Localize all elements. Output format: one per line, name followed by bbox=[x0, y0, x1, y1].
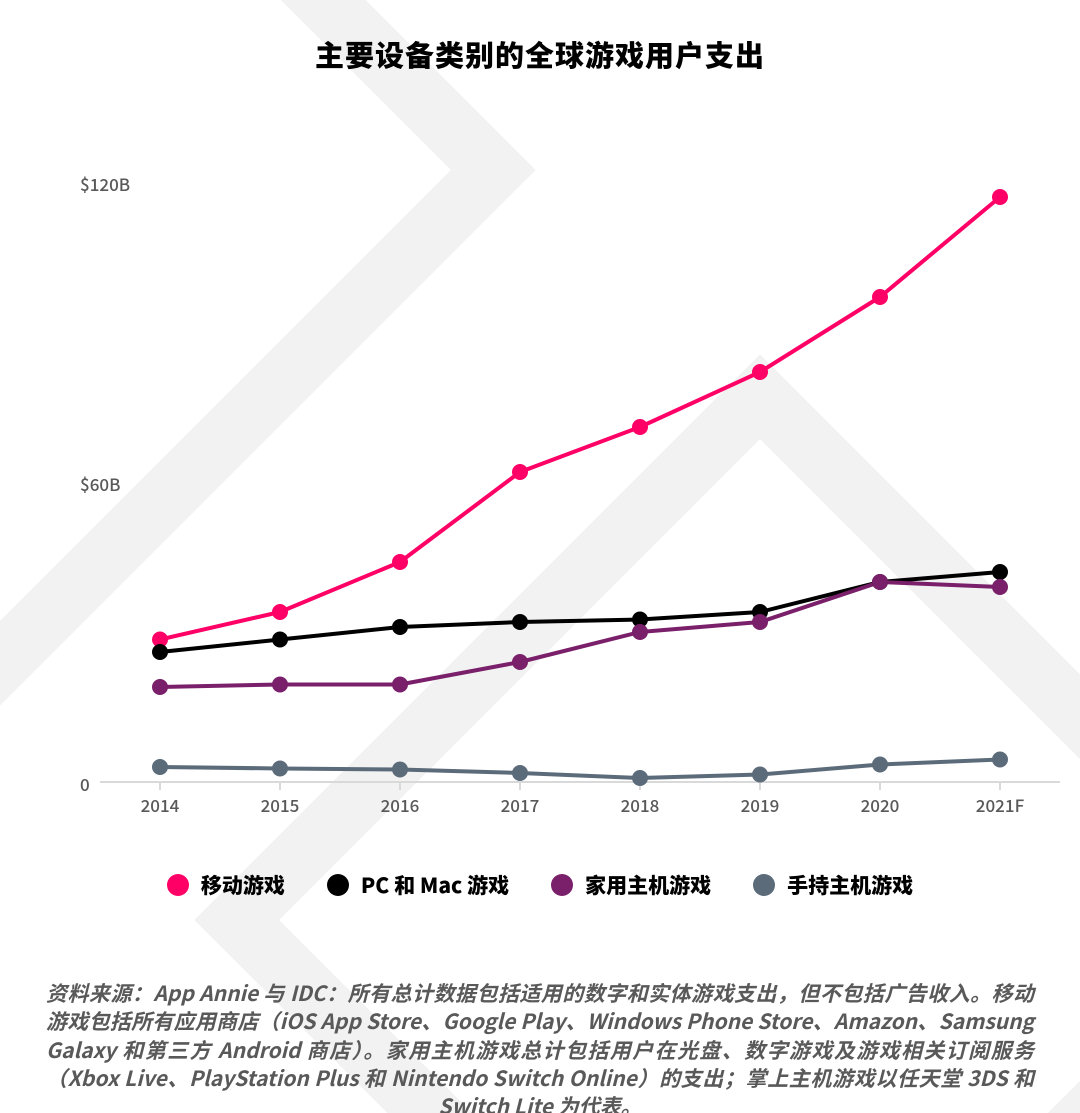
x-tick-label: 2021F bbox=[976, 792, 1024, 817]
x-tick-label: 2017 bbox=[501, 792, 540, 817]
series-marker-pc bbox=[392, 619, 408, 635]
legend-dot-icon bbox=[327, 874, 349, 896]
series-marker-handheld bbox=[152, 759, 168, 775]
series-marker-console bbox=[272, 677, 288, 693]
chart-area: 0$60B$120B201420152016201720182019202020… bbox=[100, 132, 1060, 822]
chart-title: 主要设备类别的全球游戏用户支出 bbox=[0, 33, 1080, 75]
y-tick-label: $60B bbox=[80, 471, 120, 496]
legend-dot-icon bbox=[753, 874, 775, 896]
x-tick-label: 2016 bbox=[381, 792, 420, 817]
series-marker-handheld bbox=[992, 752, 1008, 768]
series-marker-handheld bbox=[272, 761, 288, 777]
series-marker-mobile bbox=[392, 554, 408, 570]
x-tick-label: 2014 bbox=[141, 792, 180, 817]
page: 主要设备类别的全球游戏用户支出 0 $60B $120B 2014 2015 2016 20… bbox=[0, 0, 1080, 1113]
y-tick-label: $120B bbox=[80, 171, 130, 196]
x-tick-label: 2019 bbox=[741, 792, 780, 817]
series-marker-handheld bbox=[632, 770, 648, 786]
series-marker-console bbox=[512, 654, 528, 670]
series-marker-handheld bbox=[392, 762, 408, 778]
series-marker-console bbox=[992, 579, 1008, 595]
legend-item-pc: PC 和 Mac 游戏 bbox=[327, 870, 509, 900]
series-marker-pc bbox=[152, 644, 168, 660]
series-marker-console bbox=[872, 574, 888, 590]
series-line-mobile bbox=[160, 197, 1000, 640]
series-marker-console bbox=[392, 677, 408, 693]
x-tick-label: 2015 bbox=[261, 792, 300, 817]
x-tick-label: 2018 bbox=[621, 792, 660, 817]
footnote-prefix: 资料来源： bbox=[46, 978, 153, 1008]
series-marker-handheld bbox=[872, 757, 888, 773]
legend-label: PC 和 Mac 游戏 bbox=[361, 870, 509, 900]
series-marker-pc bbox=[512, 614, 528, 630]
legend: 移动游戏 PC 和 Mac 游戏 家用主机游戏 手持主机游戏 bbox=[0, 870, 1080, 900]
legend-item-mobile: 移动游戏 bbox=[167, 870, 285, 900]
legend-label: 家用主机游戏 bbox=[585, 870, 711, 900]
legend-dot-icon bbox=[167, 874, 189, 896]
legend-label: 移动游戏 bbox=[201, 870, 285, 900]
series-marker-mobile bbox=[752, 364, 768, 380]
source-footnote: 资料来源：App Annie 与 IDC：所有总计数据包括适用的数字和实体游戏支… bbox=[46, 979, 1034, 1113]
series-marker-pc bbox=[272, 632, 288, 648]
chart-svg bbox=[100, 132, 1060, 784]
legend-label: 手持主机游戏 bbox=[787, 870, 913, 900]
series-marker-console bbox=[152, 679, 168, 695]
series-marker-console bbox=[632, 624, 648, 640]
legend-dot-icon bbox=[551, 874, 573, 896]
series-marker-mobile bbox=[992, 189, 1008, 205]
series-marker-mobile bbox=[632, 419, 648, 435]
series-marker-handheld bbox=[512, 765, 528, 781]
legend-item-handheld: 手持主机游戏 bbox=[753, 870, 913, 900]
series-marker-mobile bbox=[512, 464, 528, 480]
footnote-text: App Annie 与 IDC：所有总计数据包括适用的数字和实体游戏支出，但不包… bbox=[46, 978, 1034, 1113]
x-tick-label: 2020 bbox=[861, 792, 900, 817]
legend-item-console: 家用主机游戏 bbox=[551, 870, 711, 900]
series-marker-mobile bbox=[872, 289, 888, 305]
y-tick-label: 0 bbox=[80, 771, 90, 796]
series-marker-mobile bbox=[272, 604, 288, 620]
series-marker-handheld bbox=[752, 767, 768, 783]
series-marker-pc bbox=[992, 564, 1008, 580]
series-marker-console bbox=[752, 614, 768, 630]
